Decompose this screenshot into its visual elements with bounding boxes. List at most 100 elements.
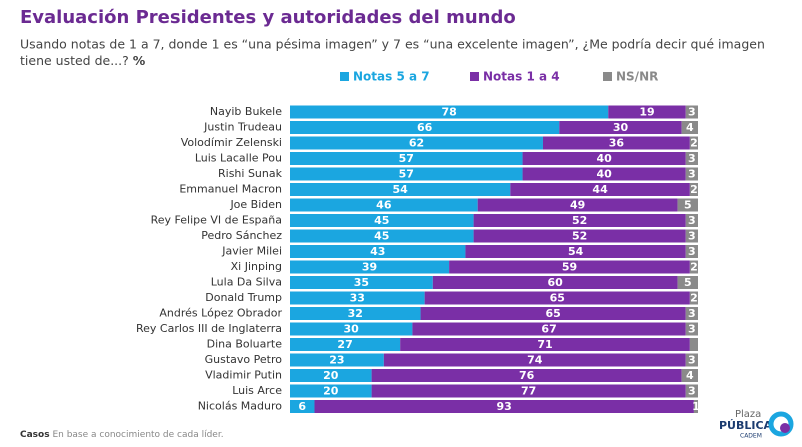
value-label: 78 bbox=[441, 106, 456, 119]
value-label: 40 bbox=[597, 168, 613, 181]
value-label: 77 bbox=[521, 385, 536, 398]
bar-segment bbox=[432, 276, 678, 289]
bar-segment bbox=[542, 136, 690, 150]
value-label: 74 bbox=[527, 354, 543, 367]
bar-segment bbox=[689, 183, 698, 196]
value-label: 3 bbox=[688, 323, 696, 336]
category-label: Pedro Sánchez bbox=[201, 229, 282, 242]
value-label: 65 bbox=[550, 292, 565, 305]
value-label: 3 bbox=[688, 152, 696, 165]
bar-segment bbox=[290, 136, 543, 150]
bar-segment bbox=[290, 260, 450, 274]
bar-segment bbox=[290, 276, 433, 289]
value-label: 43 bbox=[370, 245, 385, 258]
category-label: Donald Trump bbox=[205, 291, 282, 304]
bar-segment bbox=[400, 338, 690, 351]
logo-icon bbox=[780, 423, 790, 433]
value-label: 67 bbox=[541, 323, 556, 336]
category-label: Justin Trudeau bbox=[203, 121, 282, 134]
bar-segment bbox=[477, 198, 678, 212]
value-label: 35 bbox=[354, 276, 369, 289]
value-label: 45 bbox=[374, 230, 389, 243]
bar-segment bbox=[290, 229, 474, 243]
value-label: 40 bbox=[597, 152, 613, 165]
bar-segment bbox=[290, 183, 511, 196]
bar-segment bbox=[689, 260, 698, 274]
category-label: Joe Biden bbox=[229, 198, 282, 211]
bar-segment bbox=[685, 245, 698, 258]
legend-label: Notas 1 a 4 bbox=[483, 70, 560, 84]
value-label: 2 bbox=[690, 292, 698, 305]
category-label: Xi Jinping bbox=[231, 260, 282, 273]
logo-main: PÚBLICA bbox=[719, 419, 773, 432]
value-label: 44 bbox=[592, 183, 608, 196]
bar-segment bbox=[412, 322, 686, 336]
bar-segment bbox=[685, 322, 698, 336]
legend-swatch bbox=[603, 72, 612, 81]
unit: % bbox=[133, 53, 146, 68]
subtitle: Usando notas de 1 a 7, donde 1 es “una p… bbox=[20, 37, 765, 52]
value-label: 32 bbox=[348, 307, 363, 320]
category-label: Gustavo Petro bbox=[205, 353, 283, 366]
category-label: Javier Milei bbox=[221, 245, 282, 258]
value-label: 5 bbox=[684, 199, 692, 212]
bar-segment bbox=[689, 136, 698, 150]
bar-segment bbox=[681, 121, 698, 134]
bar-segment bbox=[685, 214, 698, 227]
bar-segment bbox=[689, 338, 698, 351]
bar-segment bbox=[290, 384, 372, 398]
bar-segment bbox=[383, 353, 686, 367]
bar-segment bbox=[473, 229, 686, 243]
bar-segment bbox=[371, 369, 682, 382]
category-label: Rey Carlos III de Inglaterra bbox=[136, 322, 282, 335]
bar-segment bbox=[290, 400, 315, 413]
bar-segment bbox=[290, 307, 421, 320]
value-label: 19 bbox=[639, 106, 654, 119]
bar-segment bbox=[290, 121, 560, 134]
category-label: Andrés López Obrador bbox=[159, 307, 282, 320]
value-label: 5 bbox=[684, 276, 692, 289]
value-label: 57 bbox=[399, 168, 414, 181]
value-label: 76 bbox=[519, 369, 535, 382]
value-label: 1 bbox=[692, 400, 700, 413]
value-label: 54 bbox=[568, 245, 584, 258]
bar-segment bbox=[685, 229, 698, 243]
bar-segment bbox=[465, 245, 686, 258]
logo: Plaza PÚBLICA CADEM bbox=[719, 409, 794, 440]
bar-segment bbox=[473, 214, 686, 227]
value-label: 49 bbox=[570, 199, 585, 212]
value-label: 23 bbox=[329, 354, 344, 367]
value-label: 30 bbox=[613, 121, 629, 134]
value-label: 6 bbox=[298, 400, 306, 413]
bar-segment bbox=[290, 353, 384, 367]
bar-segment bbox=[290, 167, 523, 181]
bar-segment bbox=[290, 152, 523, 165]
value-label: 59 bbox=[562, 261, 577, 274]
value-label: 4 bbox=[686, 121, 694, 134]
category-label: Vladimir Putin bbox=[205, 369, 282, 382]
category-label: Lula Da Silva bbox=[211, 276, 282, 289]
category-label: Luis Lacalle Pou bbox=[195, 152, 282, 165]
bar-segment bbox=[685, 167, 698, 181]
bar-segment bbox=[510, 183, 690, 196]
value-label: 3 bbox=[688, 385, 696, 398]
value-label: 93 bbox=[497, 400, 512, 413]
value-label: 30 bbox=[344, 323, 360, 336]
value-label: 65 bbox=[546, 307, 561, 320]
bar-segment bbox=[449, 260, 690, 274]
value-label: 60 bbox=[548, 276, 564, 289]
bar-segment bbox=[290, 338, 401, 351]
value-label: 52 bbox=[572, 214, 587, 227]
value-label: 2 bbox=[690, 261, 698, 274]
bar-segment bbox=[522, 167, 686, 181]
value-label: 4 bbox=[686, 369, 694, 382]
value-label: 3 bbox=[688, 354, 696, 367]
value-label: 3 bbox=[688, 245, 696, 258]
bar-segment bbox=[314, 400, 694, 413]
category-label: Dina Boluarte bbox=[207, 338, 283, 351]
bar-segment bbox=[290, 105, 609, 119]
bar-segment bbox=[689, 291, 698, 305]
subtitle: tiene usted de...? bbox=[20, 53, 129, 68]
value-label: 3 bbox=[688, 106, 696, 119]
value-label: 20 bbox=[323, 385, 339, 398]
